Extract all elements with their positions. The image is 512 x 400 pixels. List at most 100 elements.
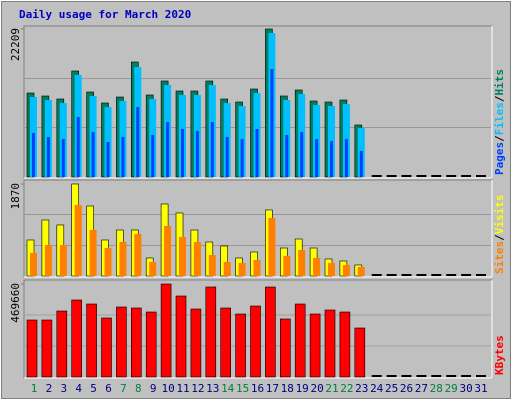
x-tick-label: 8 — [135, 382, 142, 395]
bar — [235, 313, 246, 378]
bar — [253, 260, 261, 276]
x-tick-label: 26 — [400, 382, 413, 395]
x-tick-label: 7 — [120, 382, 127, 395]
bar — [91, 132, 95, 177]
bar — [265, 286, 276, 378]
bar — [89, 230, 97, 276]
legend-entry: KBytes — [493, 335, 506, 375]
x-tick-label: 31 — [474, 382, 487, 395]
x-tick-label: 22 — [340, 382, 353, 395]
bar — [342, 264, 350, 276]
x-tick-label: 16 — [251, 382, 264, 395]
bar — [328, 263, 335, 276]
y-tick-label: 22209 — [9, 28, 22, 61]
bar — [354, 327, 366, 378]
bar — [223, 261, 231, 276]
bar — [344, 139, 348, 177]
x-tick-label: 5 — [90, 382, 97, 395]
bar — [255, 129, 259, 177]
legend-entry: Hits — [493, 69, 506, 96]
bar — [104, 248, 112, 276]
bar — [74, 205, 82, 276]
bar — [313, 257, 321, 276]
bar — [164, 225, 172, 276]
x-tick-label: 24 — [370, 382, 384, 395]
x-tick-label: 17 — [266, 382, 279, 395]
x-tick-label: 12 — [191, 382, 204, 395]
bar — [101, 317, 112, 378]
bar — [121, 137, 125, 177]
legend: Sites/Visits — [493, 195, 506, 275]
bar — [61, 139, 65, 177]
bar — [225, 137, 229, 177]
bar — [136, 107, 140, 177]
legend: KBytes — [493, 335, 506, 375]
bar — [205, 286, 217, 378]
bar — [339, 311, 351, 378]
bar — [46, 137, 50, 177]
bar — [357, 266, 365, 276]
bar — [151, 135, 155, 177]
bar — [104, 107, 112, 177]
bar — [315, 139, 319, 177]
bar — [134, 233, 142, 276]
legend-entry: Sites — [493, 241, 506, 274]
bar — [41, 319, 53, 378]
x-tick-label: 23 — [355, 382, 368, 395]
x-tick-label: 29 — [445, 382, 458, 395]
bar — [193, 242, 201, 276]
bar — [44, 245, 52, 276]
y-tick-label: 1870 — [9, 183, 22, 210]
bar — [32, 133, 35, 177]
x-tick-label: 2 — [46, 382, 53, 395]
bar — [59, 245, 67, 276]
x-tick-label: 1 — [31, 382, 38, 395]
bar — [208, 254, 216, 276]
bar — [131, 307, 142, 378]
bar — [294, 303, 306, 378]
x-tick-label: 13 — [206, 382, 219, 395]
x-tick-label: 30 — [459, 382, 472, 395]
bar — [76, 117, 80, 177]
legend-entry: Pages — [493, 142, 506, 175]
bar — [210, 122, 214, 177]
legend-entry: Files — [493, 102, 506, 135]
bar — [86, 303, 97, 378]
bar — [149, 261, 157, 276]
y-tick-label: 469660 — [9, 283, 22, 323]
chart-title: Daily usage for March 2020 — [19, 8, 191, 21]
bar — [330, 141, 333, 177]
x-tick-label: 10 — [161, 382, 174, 395]
x-tick-label: 14 — [221, 382, 235, 395]
x-tick-label: 21 — [325, 382, 338, 395]
bar — [26, 319, 38, 378]
x-tick-label: 11 — [176, 382, 189, 395]
bar — [190, 308, 202, 378]
x-tick-label: 9 — [150, 382, 157, 395]
bar — [359, 151, 363, 177]
bar — [250, 305, 261, 378]
bar — [145, 311, 157, 378]
x-tick-label: 19 — [296, 382, 309, 395]
bar — [324, 309, 336, 378]
bar — [283, 255, 291, 276]
bar — [166, 122, 170, 177]
legend-separator: / — [493, 95, 506, 102]
legend: Pages/Files/Hits — [493, 69, 506, 175]
bar — [279, 318, 291, 378]
bar — [220, 307, 231, 378]
bar — [56, 310, 68, 378]
legend-entry: Visits — [493, 195, 506, 235]
x-tick-label: 15 — [236, 382, 249, 395]
x-tick-label: 28 — [430, 382, 443, 395]
bar — [195, 131, 199, 177]
bar — [285, 135, 289, 177]
bar — [71, 299, 82, 378]
bar — [119, 242, 127, 276]
bar — [300, 132, 304, 177]
bar — [116, 306, 127, 378]
bar — [160, 283, 172, 378]
legend-separator: / — [493, 234, 506, 241]
